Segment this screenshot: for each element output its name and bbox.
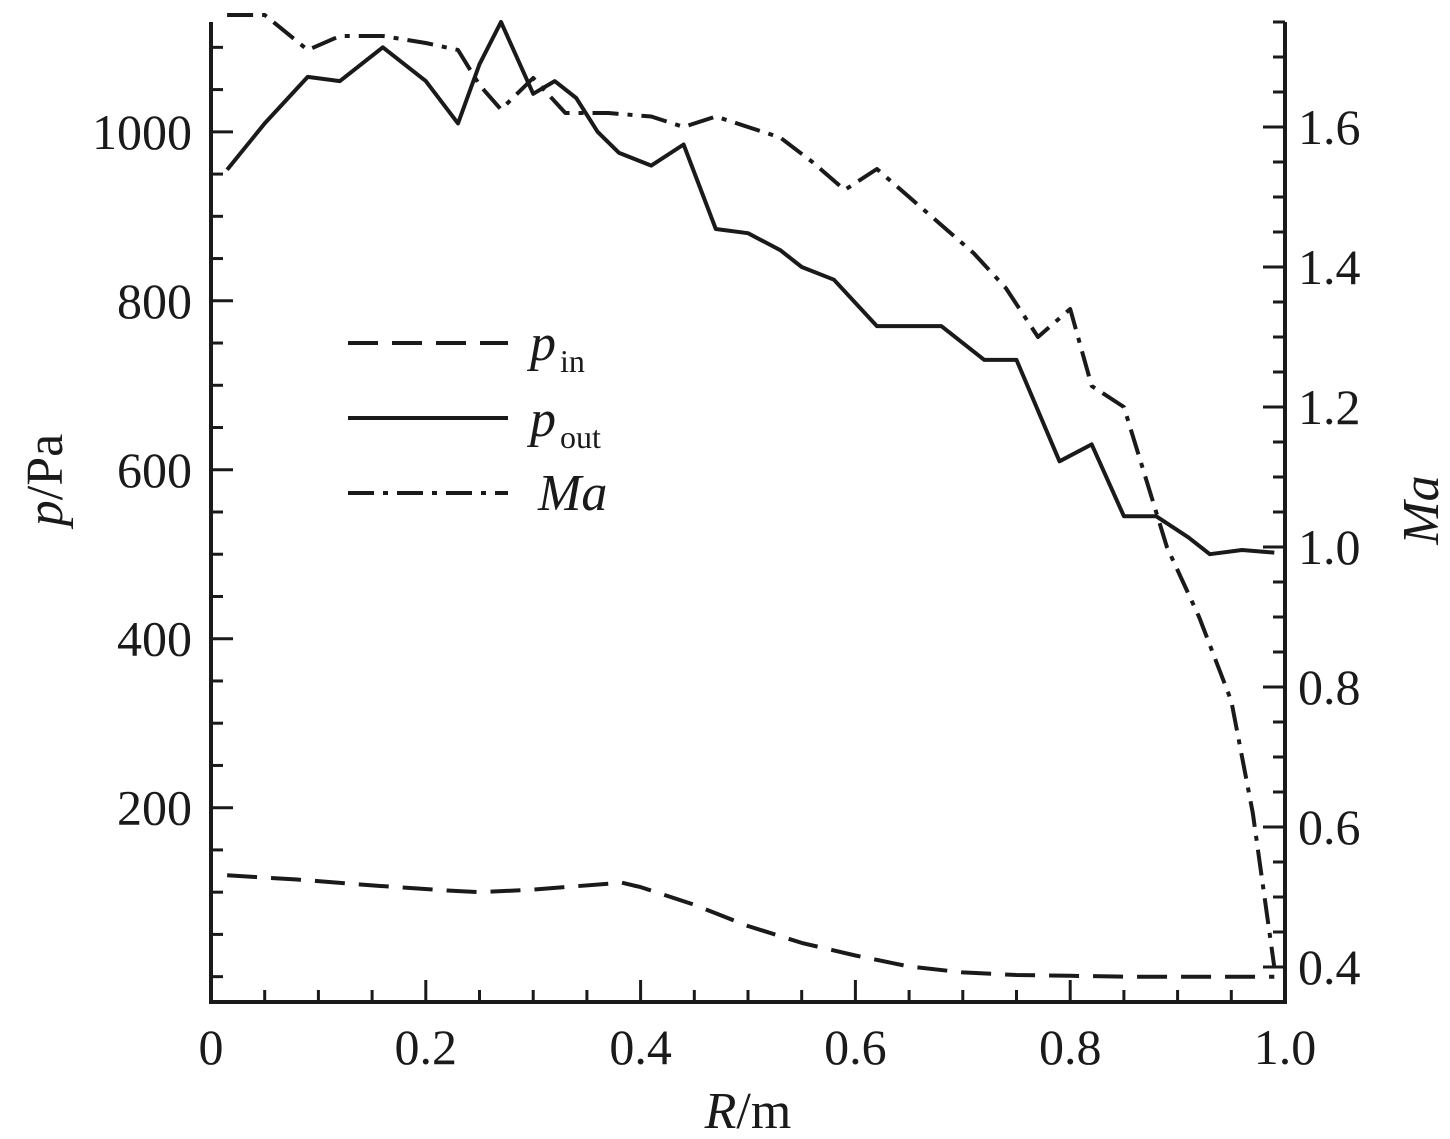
series-line-ma [227, 13, 1277, 968]
legend-label-ma: Ma [537, 465, 607, 522]
right-y-tick-label: 1.0 [1298, 519, 1361, 575]
left-y-axis-title-unit: /Pa [17, 434, 74, 500]
legend-label-p-out: p out [526, 391, 601, 455]
x-axis-title-unit: /m [736, 1083, 791, 1139]
right-y-tick-label: 1.4 [1298, 239, 1361, 295]
legend-label-p-out-sub: out [560, 419, 601, 455]
series-line-p-out [225, 20, 1275, 557]
tick-labels: 0 0.2 0.4 0.6 0.8 1.0 200 400 600 800 1000 0.4 0.6 0.… [92, 99, 1361, 1075]
x-axis-title-main: R [704, 1083, 737, 1139]
axes-frame [209, 22, 1287, 1004]
right-y-tick-label: 0.4 [1298, 939, 1361, 995]
series-lines [225, 13, 1277, 979]
left-y-axis-title-main: p [17, 500, 74, 530]
left-y-tick-label: 600 [117, 442, 192, 498]
legend: p in p out Ma [348, 315, 607, 522]
left-y-tick-label: 200 [117, 780, 192, 836]
x-tick-label: 0 [199, 1019, 224, 1075]
right-y-tick-label: 0.8 [1298, 659, 1361, 715]
x-tick-label: 0.8 [1039, 1019, 1102, 1075]
left-y-axis-title: p/Pa [17, 434, 74, 530]
left-y-tick-label: 800 [117, 273, 192, 329]
left-y-tick-label: 1000 [92, 104, 192, 160]
x-tick-label: 0.4 [609, 1019, 672, 1075]
x-tick-label: 0.2 [395, 1019, 458, 1075]
series-line-p-in [226, 873, 1275, 979]
right-y-tick-label: 0.6 [1298, 799, 1361, 855]
right-y-tick-label: 1.2 [1298, 379, 1361, 435]
x-tick-label: 0.6 [824, 1019, 887, 1075]
right-y-tick-label: 1.6 [1298, 99, 1361, 155]
right-y-axis-title: Ma [1393, 475, 1450, 545]
legend-label-p-out-main: p [526, 391, 556, 448]
x-tick-label: 1.0 [1254, 1019, 1317, 1075]
legend-label-p-in: p in [526, 315, 585, 379]
x-axis-title: R/m [704, 1083, 792, 1139]
legend-label-p-in-main: p [526, 315, 556, 372]
left-y-tick-label: 400 [117, 611, 192, 667]
legend-label-p-in-sub: in [560, 343, 585, 379]
